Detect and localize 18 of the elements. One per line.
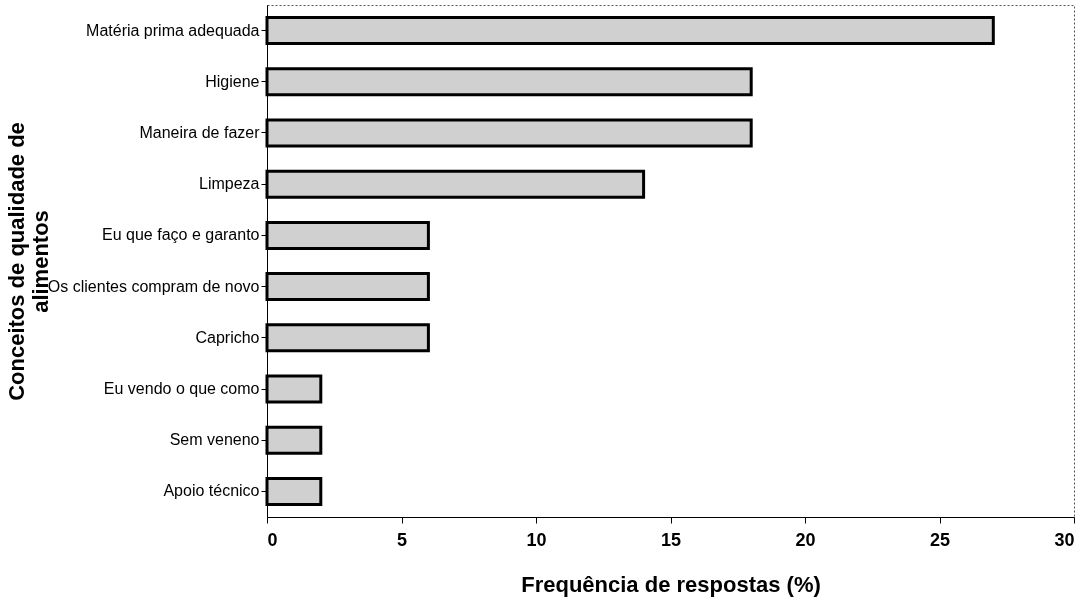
- x-tick-label: 10: [526, 529, 547, 550]
- y-tick-label: Sem veneno: [169, 431, 260, 449]
- y-tick-label: Limpeza: [199, 175, 260, 193]
- x-tick-label: 5: [396, 529, 408, 550]
- y-tick-label: Os clientes compram de novo: [47, 277, 260, 295]
- y-tick-label: Matéria prima adequada: [86, 21, 260, 39]
- x-axis-title: Frequência de respostas (%): [521, 571, 821, 597]
- y-tick-label: Higiene: [205, 72, 260, 90]
- x-tick-label: 0: [267, 529, 278, 550]
- y-tick-label: Maneira de fazer: [139, 124, 261, 141]
- x-tick-label: 15: [660, 529, 682, 550]
- y-tick-label: Eu que faço e garanto: [102, 226, 260, 244]
- y-tick-label: Capricho: [195, 328, 260, 346]
- x-tick-label: 30: [1054, 529, 1075, 550]
- y-tick-label: Eu vendo o que como: [103, 380, 260, 397]
- x-tick-label: 25: [929, 529, 951, 550]
- y-tick-label: Apoio técnico: [163, 482, 260, 500]
- x-tick-label: 20: [795, 529, 816, 550]
